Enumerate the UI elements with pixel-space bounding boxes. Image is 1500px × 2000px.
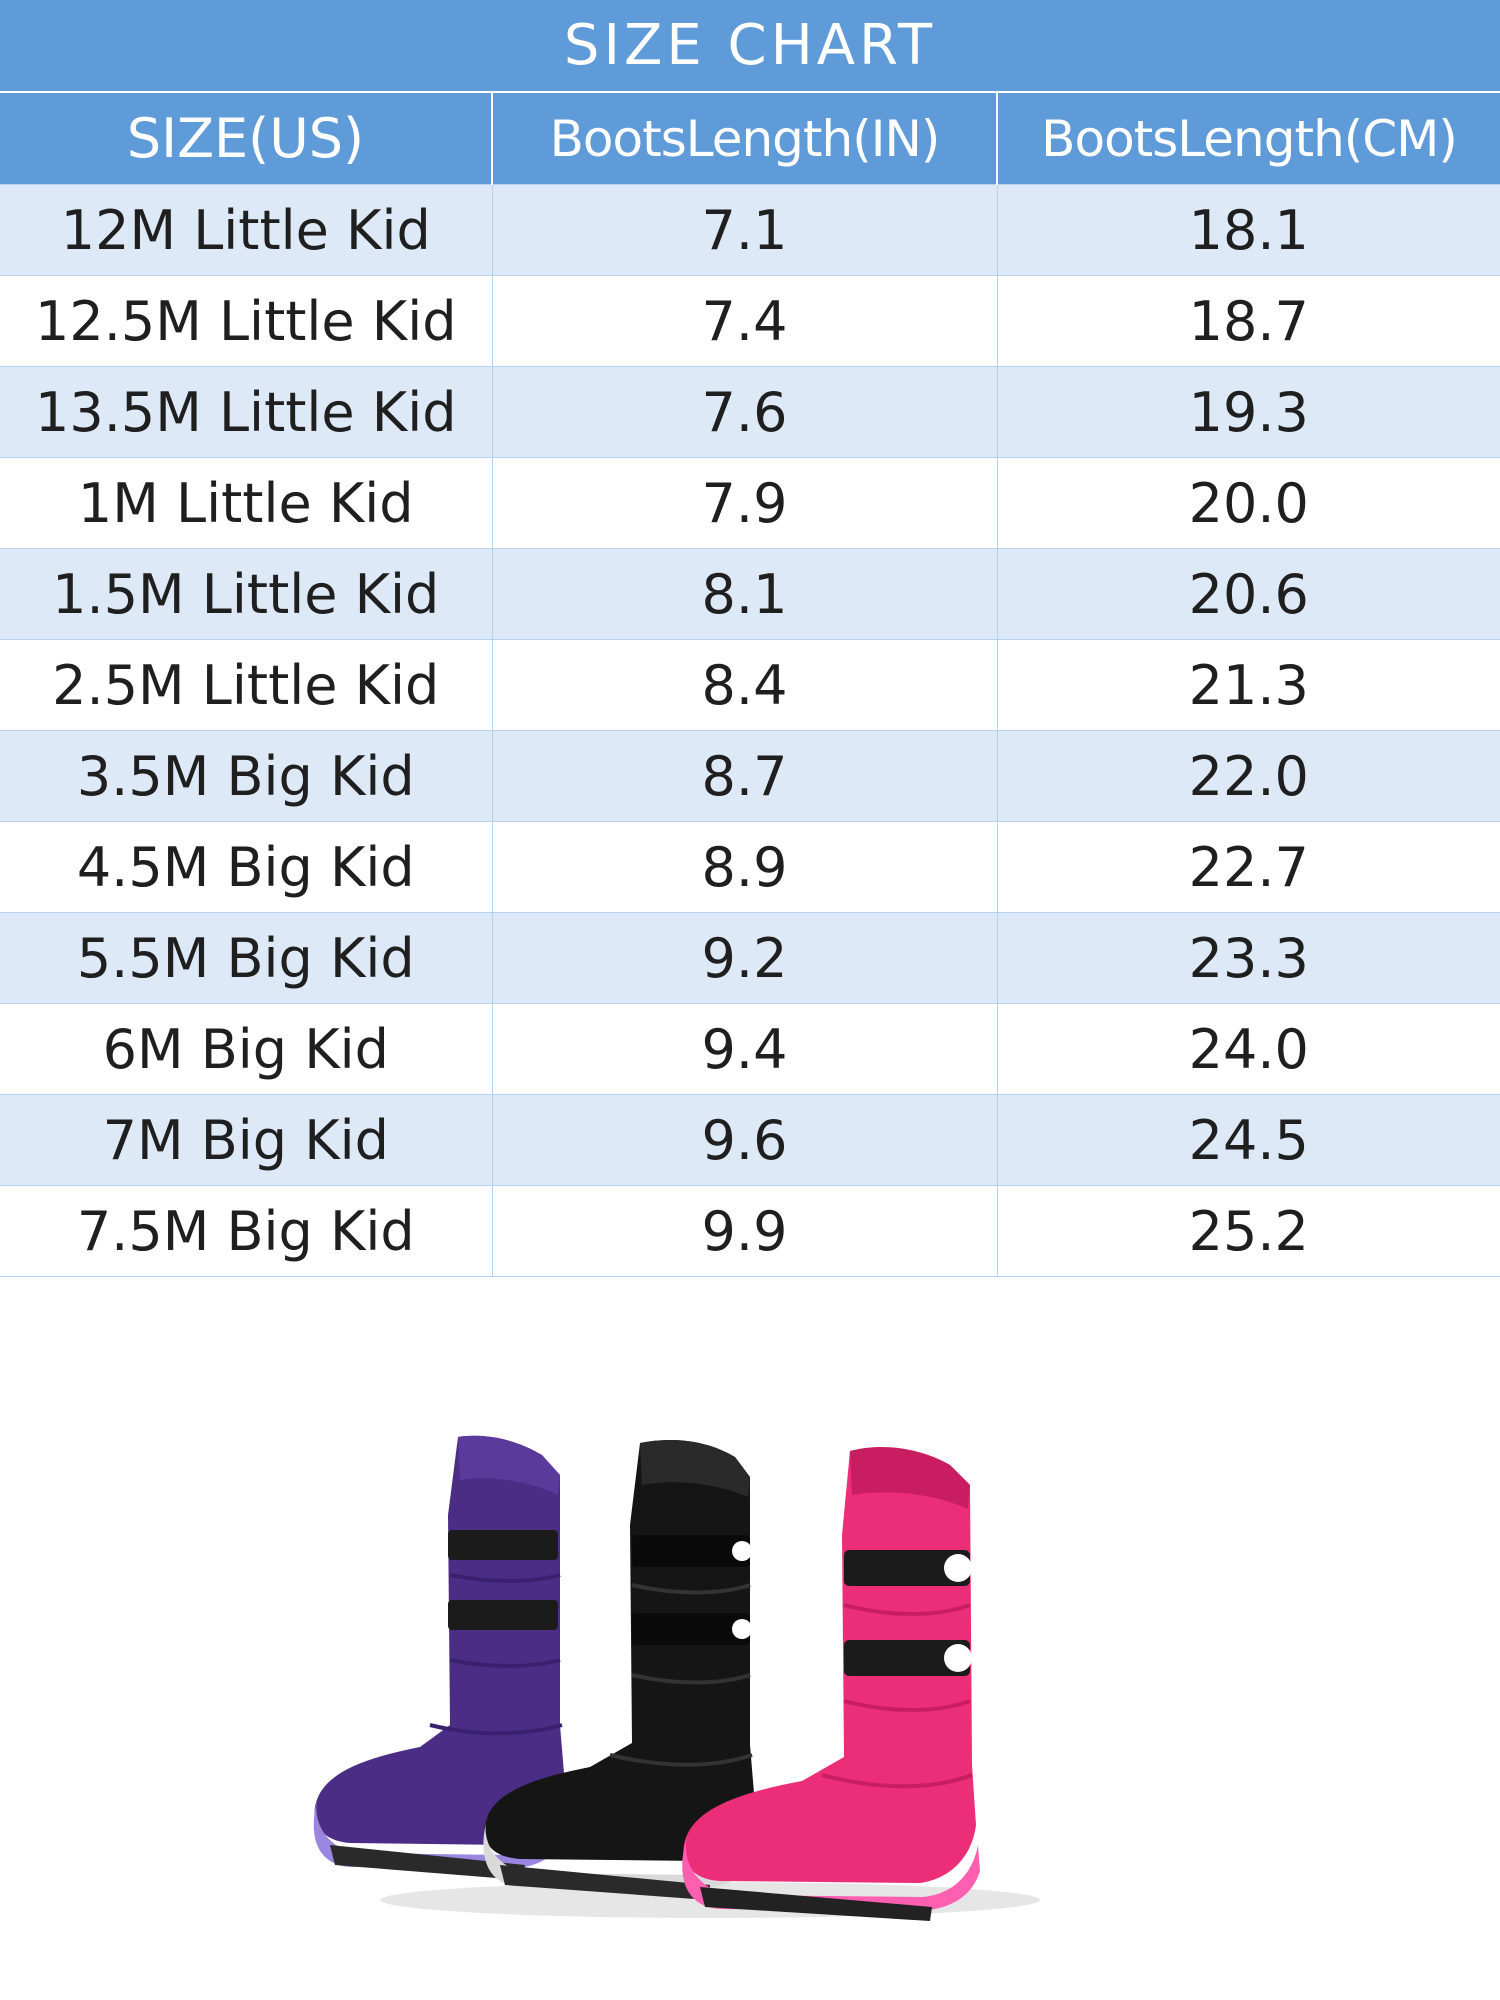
cell-length-cm: 19.3 xyxy=(996,366,1500,458)
column-header-length-cm: BootsLength(CM) xyxy=(995,91,1500,185)
table-row: 7.5M Big Kid 9.9 25.2 xyxy=(0,1185,1500,1277)
table-row: 5.5M Big Kid 9.2 23.3 xyxy=(0,912,1500,1004)
pink-boot xyxy=(682,1447,980,1921)
cell-length-in: 9.4 xyxy=(491,1003,997,1095)
cell-length-in: 7.1 xyxy=(491,184,997,276)
column-header-length-in: BootsLength(IN) xyxy=(491,91,997,185)
table-row: 4.5M Big Kid 8.9 22.7 xyxy=(0,821,1500,913)
cell-length-cm: 24.5 xyxy=(996,1094,1500,1186)
cell-length-in: 8.7 xyxy=(491,730,997,822)
cell-length-cm: 18.1 xyxy=(996,184,1500,276)
kids-snow-boots-image xyxy=(313,1435,1040,1921)
size-chart-table: SIZE CHART SIZE(US) BootsLength(IN) Boot… xyxy=(0,0,1500,1277)
cell-length-in: 9.2 xyxy=(491,912,997,1004)
cell-size-us: 7M Big Kid xyxy=(0,1094,492,1186)
table-row: 12M Little Kid 7.1 18.1 xyxy=(0,184,1500,276)
cell-length-cm: 18.7 xyxy=(996,275,1500,367)
cell-size-us: 5.5M Big Kid xyxy=(0,912,492,1004)
cell-length-cm: 21.3 xyxy=(996,639,1500,731)
cell-length-in: 8.9 xyxy=(491,821,997,913)
cell-length-in: 7.9 xyxy=(491,457,997,549)
cell-length-cm: 20.0 xyxy=(996,457,1500,549)
table-row: 7M Big Kid 9.6 24.5 xyxy=(0,1094,1500,1186)
table-row: 13.5M Little Kid 7.6 19.3 xyxy=(0,366,1500,458)
table-row: 2.5M Little Kid 8.4 21.3 xyxy=(0,639,1500,731)
table-row: 3.5M Big Kid 8.7 22.0 xyxy=(0,730,1500,822)
table-row: 6M Big Kid 9.4 24.0 xyxy=(0,1003,1500,1095)
table-row: 1.5M Little Kid 8.1 20.6 xyxy=(0,548,1500,640)
size-rows: 12M Little Kid 7.1 18.1 12.5M Little Kid 7.4… xyxy=(0,184,1500,1277)
cell-length-in: 8.1 xyxy=(491,548,997,640)
cell-size-us: 1.5M Little Kid xyxy=(0,548,492,640)
cell-size-us: 4.5M Big Kid xyxy=(0,821,492,913)
purple-boot xyxy=(313,1435,568,1880)
cell-size-us: 12M Little Kid xyxy=(0,184,492,276)
cell-size-us: 3.5M Big Kid xyxy=(0,730,492,822)
cell-length-cm: 25.2 xyxy=(996,1185,1500,1277)
cell-size-us: 13.5M Little Kid xyxy=(0,366,492,458)
black-boot xyxy=(483,1439,758,1900)
chart-title: SIZE CHART xyxy=(0,0,1500,92)
cell-length-cm: 22.7 xyxy=(996,821,1500,913)
cell-size-us: 12.5M Little Kid xyxy=(0,275,492,367)
cell-size-us: 2.5M Little Kid xyxy=(0,639,492,731)
cell-length-cm: 23.3 xyxy=(996,912,1500,1004)
cell-length-cm: 24.0 xyxy=(996,1003,1500,1095)
cell-length-in: 7.6 xyxy=(491,366,997,458)
cell-length-in: 9.9 xyxy=(491,1185,997,1277)
cell-size-us: 7.5M Big Kid xyxy=(0,1185,492,1277)
column-header-size-us: SIZE(US) xyxy=(0,91,492,185)
cell-length-in: 8.4 xyxy=(491,639,997,731)
cell-length-cm: 22.0 xyxy=(996,730,1500,822)
cell-length-in: 7.4 xyxy=(491,275,997,367)
cell-size-us: 6M Big Kid xyxy=(0,1003,492,1095)
table-row: 1M Little Kid 7.9 20.0 xyxy=(0,457,1500,549)
table-row: 12.5M Little Kid 7.4 18.7 xyxy=(0,275,1500,367)
cell-size-us: 1M Little Kid xyxy=(0,457,492,549)
cell-length-cm: 20.6 xyxy=(996,548,1500,640)
cell-length-in: 9.6 xyxy=(491,1094,997,1186)
